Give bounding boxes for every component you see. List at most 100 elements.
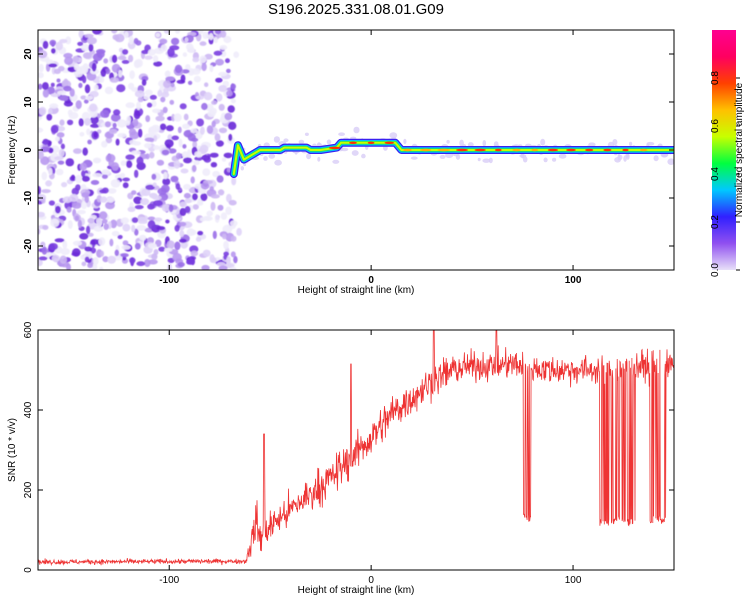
noise-blob — [215, 77, 223, 83]
noise-blob — [151, 173, 157, 180]
noise-blob — [104, 68, 111, 75]
track-halo-blob — [353, 126, 360, 134]
noise-blob — [144, 55, 153, 60]
noise-blob — [82, 52, 92, 59]
noise-blob — [201, 62, 207, 72]
noise-blob — [42, 40, 49, 49]
noise-blob — [89, 103, 98, 112]
noise-blob — [152, 108, 161, 114]
noise-blob — [190, 128, 198, 134]
noise-blob — [178, 221, 187, 227]
noise-blob — [148, 243, 157, 249]
noise-blob — [230, 266, 237, 270]
noise-blob — [226, 167, 232, 173]
noise-blob — [173, 113, 182, 122]
noise-blob — [174, 241, 181, 251]
noise-blob — [162, 178, 171, 186]
y-tick-label: 400 — [23, 401, 34, 418]
y-tick-label: -20 — [23, 238, 34, 253]
noise-blob — [158, 246, 166, 252]
noise-blob — [71, 202, 82, 209]
noise-blob — [80, 95, 87, 100]
signal-peak — [420, 148, 432, 152]
track-halo-blob — [351, 150, 359, 156]
noise-blob — [61, 182, 68, 188]
noise-blob — [75, 174, 82, 184]
noise-blob — [149, 94, 157, 100]
noise-blob — [92, 173, 103, 178]
noise-blob — [179, 201, 187, 208]
track-halo-blob — [403, 138, 407, 144]
noise-blob — [183, 183, 191, 190]
noise-blob — [89, 90, 99, 98]
heatmap-x-ticks: -100 0 100 — [159, 30, 582, 286]
noise-blob — [93, 84, 99, 92]
signal-peak — [566, 148, 576, 152]
noise-blob — [51, 254, 60, 262]
noise-blob — [82, 75, 87, 84]
noise-blob — [182, 144, 187, 149]
noise-blob — [154, 217, 163, 222]
noise-blob — [167, 48, 175, 57]
track-halo-blob — [298, 139, 305, 144]
noise-blob — [211, 100, 218, 105]
track-halo-blob — [439, 154, 446, 159]
track-halo-blob — [446, 139, 450, 144]
track-halo-blob — [274, 159, 282, 166]
noise-blob — [145, 115, 151, 123]
noise-blob — [117, 55, 127, 61]
noise-blob — [196, 118, 205, 127]
noise-blob — [181, 151, 189, 158]
noise-blob — [153, 61, 163, 67]
noise-blob — [89, 68, 100, 75]
noise-blob — [147, 203, 155, 210]
noise-blob — [111, 162, 119, 171]
noise-blob — [152, 55, 159, 63]
noise-blob — [192, 140, 198, 149]
noise-blob — [56, 132, 65, 138]
noise-blob — [75, 184, 81, 191]
noise-blob — [190, 176, 195, 184]
y-tick-label: 0 — [23, 567, 34, 573]
noise-blob — [200, 126, 205, 135]
noise-blob — [155, 115, 165, 122]
noise-blob — [109, 238, 114, 247]
noise-blob — [183, 113, 189, 121]
noise-blob — [104, 86, 114, 95]
noise-blob — [209, 152, 219, 158]
noise-blob — [60, 143, 65, 150]
noise-blob — [169, 99, 175, 105]
noise-blob — [194, 151, 202, 158]
noise-blob — [55, 41, 63, 51]
noise-blob — [185, 64, 191, 70]
noise-blob — [58, 148, 65, 158]
noise-blob — [86, 128, 91, 136]
noise-blob — [88, 43, 94, 52]
colorbar-tick-label: 0.6 — [710, 119, 721, 133]
noise-blob — [226, 68, 231, 74]
noise-blob — [48, 200, 56, 206]
noise-blob — [226, 90, 233, 97]
noise-blob — [49, 39, 57, 46]
noise-blob — [118, 69, 123, 78]
noise-blob — [175, 183, 181, 190]
noise-blob — [162, 106, 168, 114]
noise-blob — [215, 140, 224, 147]
noise-blob — [223, 152, 233, 159]
noise-blob — [70, 174, 76, 181]
snr-plot-area — [38, 330, 674, 570]
noise-blob — [218, 85, 228, 92]
noise-blob — [122, 177, 130, 182]
noise-blob — [200, 182, 210, 190]
track-halo-blob — [477, 157, 481, 162]
noise-blob — [236, 227, 242, 236]
noise-blob — [204, 53, 213, 60]
noise-blob — [163, 171, 168, 180]
noise-blob — [144, 143, 152, 149]
noise-blob — [171, 37, 180, 46]
noise-blob — [164, 247, 173, 252]
noise-blob — [200, 193, 208, 202]
noise-blob — [213, 50, 223, 56]
noise-blob — [104, 121, 111, 128]
noise-blob — [187, 80, 193, 85]
